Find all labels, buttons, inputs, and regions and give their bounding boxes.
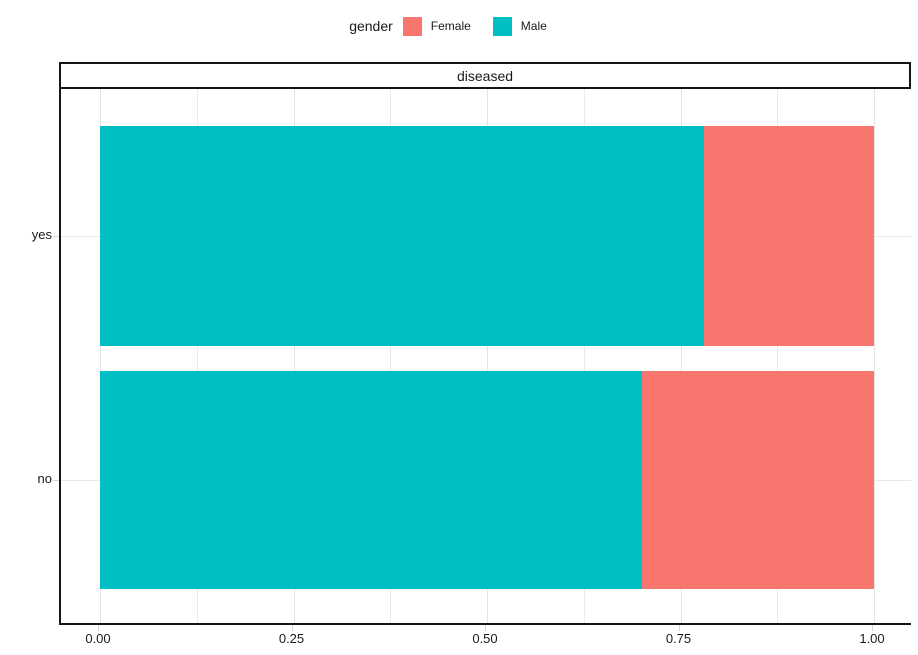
legend-title: gender: [349, 18, 393, 34]
legend-items: Female Male: [402, 16, 569, 36]
major-gridline-x: [293, 89, 295, 623]
facet-strip: diseased: [59, 62, 911, 89]
y-axis-label-yes: yes: [31, 227, 52, 242]
major-gridline-x: [874, 89, 875, 623]
y-axis-label-no: no: [37, 471, 52, 486]
x-axis-tick: [485, 625, 486, 631]
x-axis-label: 0.50: [472, 631, 498, 646]
x-axis-label: 1.00: [859, 631, 885, 646]
facet-strip-label: diseased: [456, 67, 514, 84]
y-axis-tick: [53, 236, 59, 237]
legend-item-male: Male: [492, 16, 557, 36]
major-gridline-x: [487, 89, 488, 623]
legend-key-female: [402, 16, 422, 36]
y-axis-tick: [53, 480, 59, 481]
x-axis-tick: [872, 625, 873, 631]
x-axis-label: 0.25: [278, 631, 305, 646]
minor-gridline-x: [390, 89, 392, 623]
x-axis-tick: [291, 625, 293, 631]
bar-segment-no-female[interactable]: [641, 371, 874, 589]
legend: gender Female Male: [0, 12, 918, 40]
panel: [59, 89, 911, 625]
minor-gridline-x: [583, 89, 585, 623]
major-gridline-x: [680, 89, 682, 623]
x-axis-tick: [678, 625, 680, 631]
legend-label-male: Male: [520, 19, 547, 33]
minor-gridline-x: [777, 89, 779, 623]
legend-key-male: [492, 16, 512, 36]
major-gridline-x: [100, 89, 101, 623]
legend-label-female: Female: [430, 19, 471, 33]
x-axis-label: 0.00: [85, 631, 111, 646]
x-axis-label: 0.75: [665, 631, 692, 646]
minor-gridline-x: [196, 89, 198, 623]
legend-item-female: Female: [402, 16, 481, 36]
x-axis-tick: [98, 625, 99, 631]
bar-segment-yes-male[interactable]: [100, 126, 704, 346]
bar-segment-no-male[interactable]: [100, 371, 642, 589]
bar-segment-yes-female[interactable]: [703, 126, 874, 346]
